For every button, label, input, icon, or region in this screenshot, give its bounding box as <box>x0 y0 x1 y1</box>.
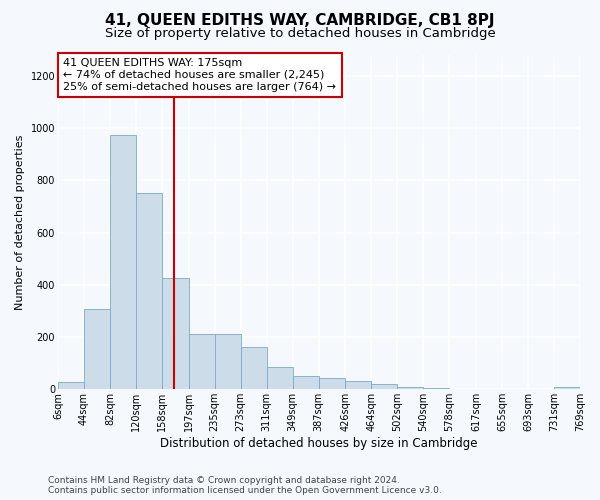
Bar <box>397 387 424 390</box>
X-axis label: Distribution of detached houses by size in Cambridge: Distribution of detached houses by size … <box>160 437 478 450</box>
Bar <box>84 309 110 390</box>
Bar <box>162 278 188 390</box>
Bar <box>266 367 293 390</box>
Bar <box>371 384 397 390</box>
Y-axis label: Number of detached properties: Number of detached properties <box>15 134 25 310</box>
Text: Size of property relative to detached houses in Cambridge: Size of property relative to detached ho… <box>104 28 496 40</box>
Text: 41, QUEEN EDITHS WAY, CAMBRIDGE, CB1 8PJ: 41, QUEEN EDITHS WAY, CAMBRIDGE, CB1 8PJ <box>105 12 495 28</box>
Bar <box>554 387 580 390</box>
Text: 41 QUEEN EDITHS WAY: 175sqm
← 74% of detached houses are smaller (2,245)
25% of : 41 QUEEN EDITHS WAY: 175sqm ← 74% of det… <box>63 58 336 92</box>
Bar <box>319 378 346 390</box>
Text: Contains HM Land Registry data © Crown copyright and database right 2024.
Contai: Contains HM Land Registry data © Crown c… <box>48 476 442 495</box>
Bar <box>188 334 215 390</box>
Bar <box>424 388 449 390</box>
Bar <box>346 382 371 390</box>
Bar <box>136 194 162 390</box>
Bar <box>110 134 136 390</box>
Bar <box>58 382 84 390</box>
Bar <box>215 334 241 390</box>
Bar <box>476 389 502 390</box>
Bar <box>293 376 319 390</box>
Bar <box>241 346 266 390</box>
Bar <box>449 388 476 390</box>
